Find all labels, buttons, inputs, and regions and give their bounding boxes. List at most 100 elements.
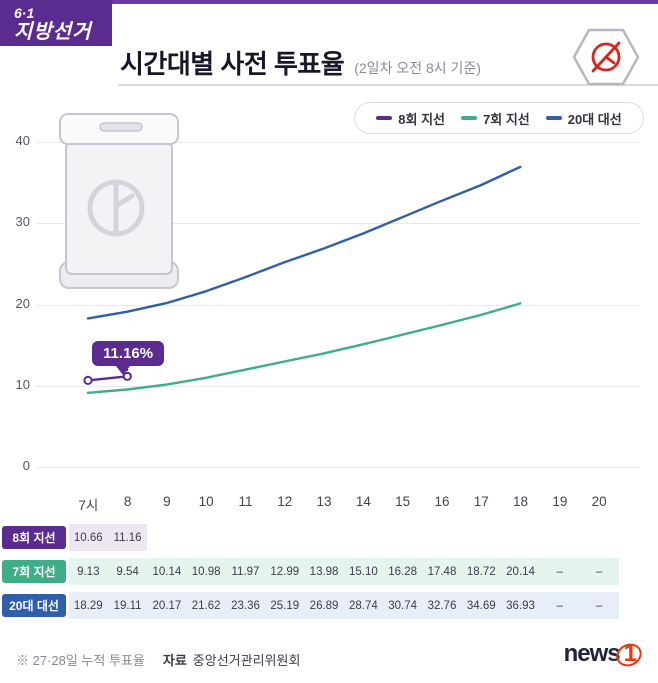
table-cell: 23.36	[225, 592, 266, 619]
badge-name: 지방선거	[14, 21, 92, 44]
row-label: 20대 대선	[2, 594, 66, 617]
top-accent-bar	[0, 0, 658, 4]
news1-logo: news 1	[563, 639, 646, 671]
legend-label: 7회 지선	[483, 111, 530, 127]
table-cell: 15.10	[343, 558, 384, 585]
legend-swatch	[545, 116, 562, 120]
table-cell: 21.62	[186, 592, 226, 619]
gridline	[36, 467, 640, 468]
table-cell	[265, 524, 304, 551]
table-cell: 10.98	[186, 558, 226, 585]
table-cell: 12.99	[265, 558, 305, 585]
table-cell: 11.97	[225, 558, 266, 585]
x-tick-label: 14	[355, 494, 371, 509]
legend-label: 8회 지선	[398, 111, 446, 127]
annotation-value: 11.16%	[92, 341, 165, 366]
table-cell	[501, 524, 540, 551]
x-tick-label: 19	[552, 494, 568, 509]
ballot-box-icon	[59, 113, 179, 289]
data-table: 8회 지선 10.66 11.16 7회 지선 9.13 9.54 10.14 10.98 11…	[0, 524, 658, 626]
table-cell: 9.13	[68, 558, 108, 585]
table-row: 7회 지선 9.13 9.54 10.14 10.98 11.97 12.99 13.98 15…	[0, 558, 658, 585]
row-label: 7회 지선	[2, 560, 66, 583]
x-tick-label: 8	[123, 494, 132, 509]
x-tick-label: 11	[238, 494, 253, 509]
gridline	[36, 142, 640, 143]
annotation-pointer	[116, 366, 130, 375]
x-tick-label: 10	[198, 494, 214, 509]
gridline	[36, 385, 640, 387]
table-cell: 9.54	[107, 558, 148, 585]
legend-item: 20대 대선	[545, 109, 622, 128]
legend-swatch	[376, 116, 393, 120]
x-tick-label: 13	[316, 494, 332, 509]
source-name: 중앙선거관리위원회	[192, 653, 301, 668]
gridline	[36, 304, 640, 306]
y-tick-label: 10	[15, 376, 30, 392]
x-tick-label: 16	[434, 494, 450, 509]
x-tick-label: 7시	[78, 498, 99, 513]
table-cell: 13.98	[304, 558, 344, 585]
table-cell: 20.14	[500, 558, 541, 585]
table-cell: 17.48	[422, 558, 462, 585]
x-axis-labels: 7시 8 9 10 11 12 13 14 15 16 17 18 19 20	[69, 494, 619, 514]
y-tick-label: 20	[15, 295, 30, 311]
table-cell	[462, 524, 501, 551]
table-cell	[226, 524, 265, 551]
page-subtitle: (2일차 오전 8시 기준)	[354, 60, 481, 76]
table-cell	[147, 524, 186, 551]
y-tick-label: 0	[22, 458, 30, 473]
table-cell: 10.66	[68, 524, 108, 551]
y-tick-label: 40	[15, 133, 30, 148]
table-cell	[304, 524, 343, 551]
footnote-note: ※ 27·28일 누적 투표율	[16, 653, 145, 668]
x-tick-label: 15	[395, 494, 411, 509]
badge-date: 6·1	[14, 5, 35, 21]
table-cell: 25.19	[265, 592, 305, 619]
table-cell	[187, 524, 226, 551]
table-cell: 10.14	[147, 558, 187, 585]
table-row: 20대 대선 18.29 19.11 20.17 21.62 23.36 25.19 26.8…	[0, 592, 658, 619]
table-cell	[422, 524, 461, 551]
chart-legend: 8회 지선 7회 지선 20대 대선	[354, 102, 644, 134]
table-cell	[344, 524, 383, 551]
logo-text: news	[563, 640, 621, 667]
table-cell	[383, 524, 422, 551]
row-cells: 9.13 9.54 10.14 10.98 11.97 12.99 13.98 15.10 16…	[68, 558, 619, 585]
row-label: 8회 지선	[2, 526, 66, 549]
x-tick-label: 12	[277, 494, 293, 509]
x-tick-label: 9	[163, 494, 171, 509]
footnote: ※ 27·28일 누적 투표율 자료 중앙선거관리위원회	[16, 650, 300, 669]
table-cell: 18.29	[68, 592, 108, 619]
header-divider	[118, 84, 658, 86]
row-cells: 18.29 19.11 20.17 21.62 23.36 25.19 26.89 28.74…	[68, 592, 619, 619]
table-cell: 19.11	[107, 592, 148, 619]
ballot-stamp-icon	[572, 28, 640, 86]
table-cell: 20.17	[147, 592, 187, 619]
table-cell: 32.76	[422, 592, 462, 619]
table-cell: 11.16	[107, 524, 148, 551]
y-tick-label: 30	[15, 214, 30, 230]
table-cell: 28.74	[343, 592, 384, 619]
election-badge: 6·1 지방선거	[0, 0, 112, 46]
header: 시간대별 사전 투표율 (2일차 오전 8시 기준)	[120, 44, 481, 81]
logo-number: 1	[612, 639, 646, 671]
table-cell	[580, 524, 619, 551]
table-cell	[540, 524, 579, 551]
x-tick-label: 18	[513, 494, 529, 509]
table-cell: –	[540, 558, 580, 585]
table-cell: –	[540, 592, 580, 619]
source-line: 자료 중앙선거관리위원회	[163, 650, 301, 669]
source-label: 자료	[162, 653, 187, 668]
table-cell: 26.89	[304, 592, 344, 619]
table-cell: –	[579, 592, 619, 619]
x-tick-label: 20	[591, 494, 607, 509]
table-cell: 30.74	[383, 592, 423, 619]
legend-swatch	[461, 116, 478, 120]
legend-item: 8회 지선	[376, 109, 445, 128]
table-row: 8회 지선 10.66 11.16	[0, 524, 658, 551]
table-cell: 16.28	[383, 558, 423, 585]
table-cell: –	[579, 558, 619, 585]
row-cells: 10.66 11.16	[68, 524, 619, 551]
